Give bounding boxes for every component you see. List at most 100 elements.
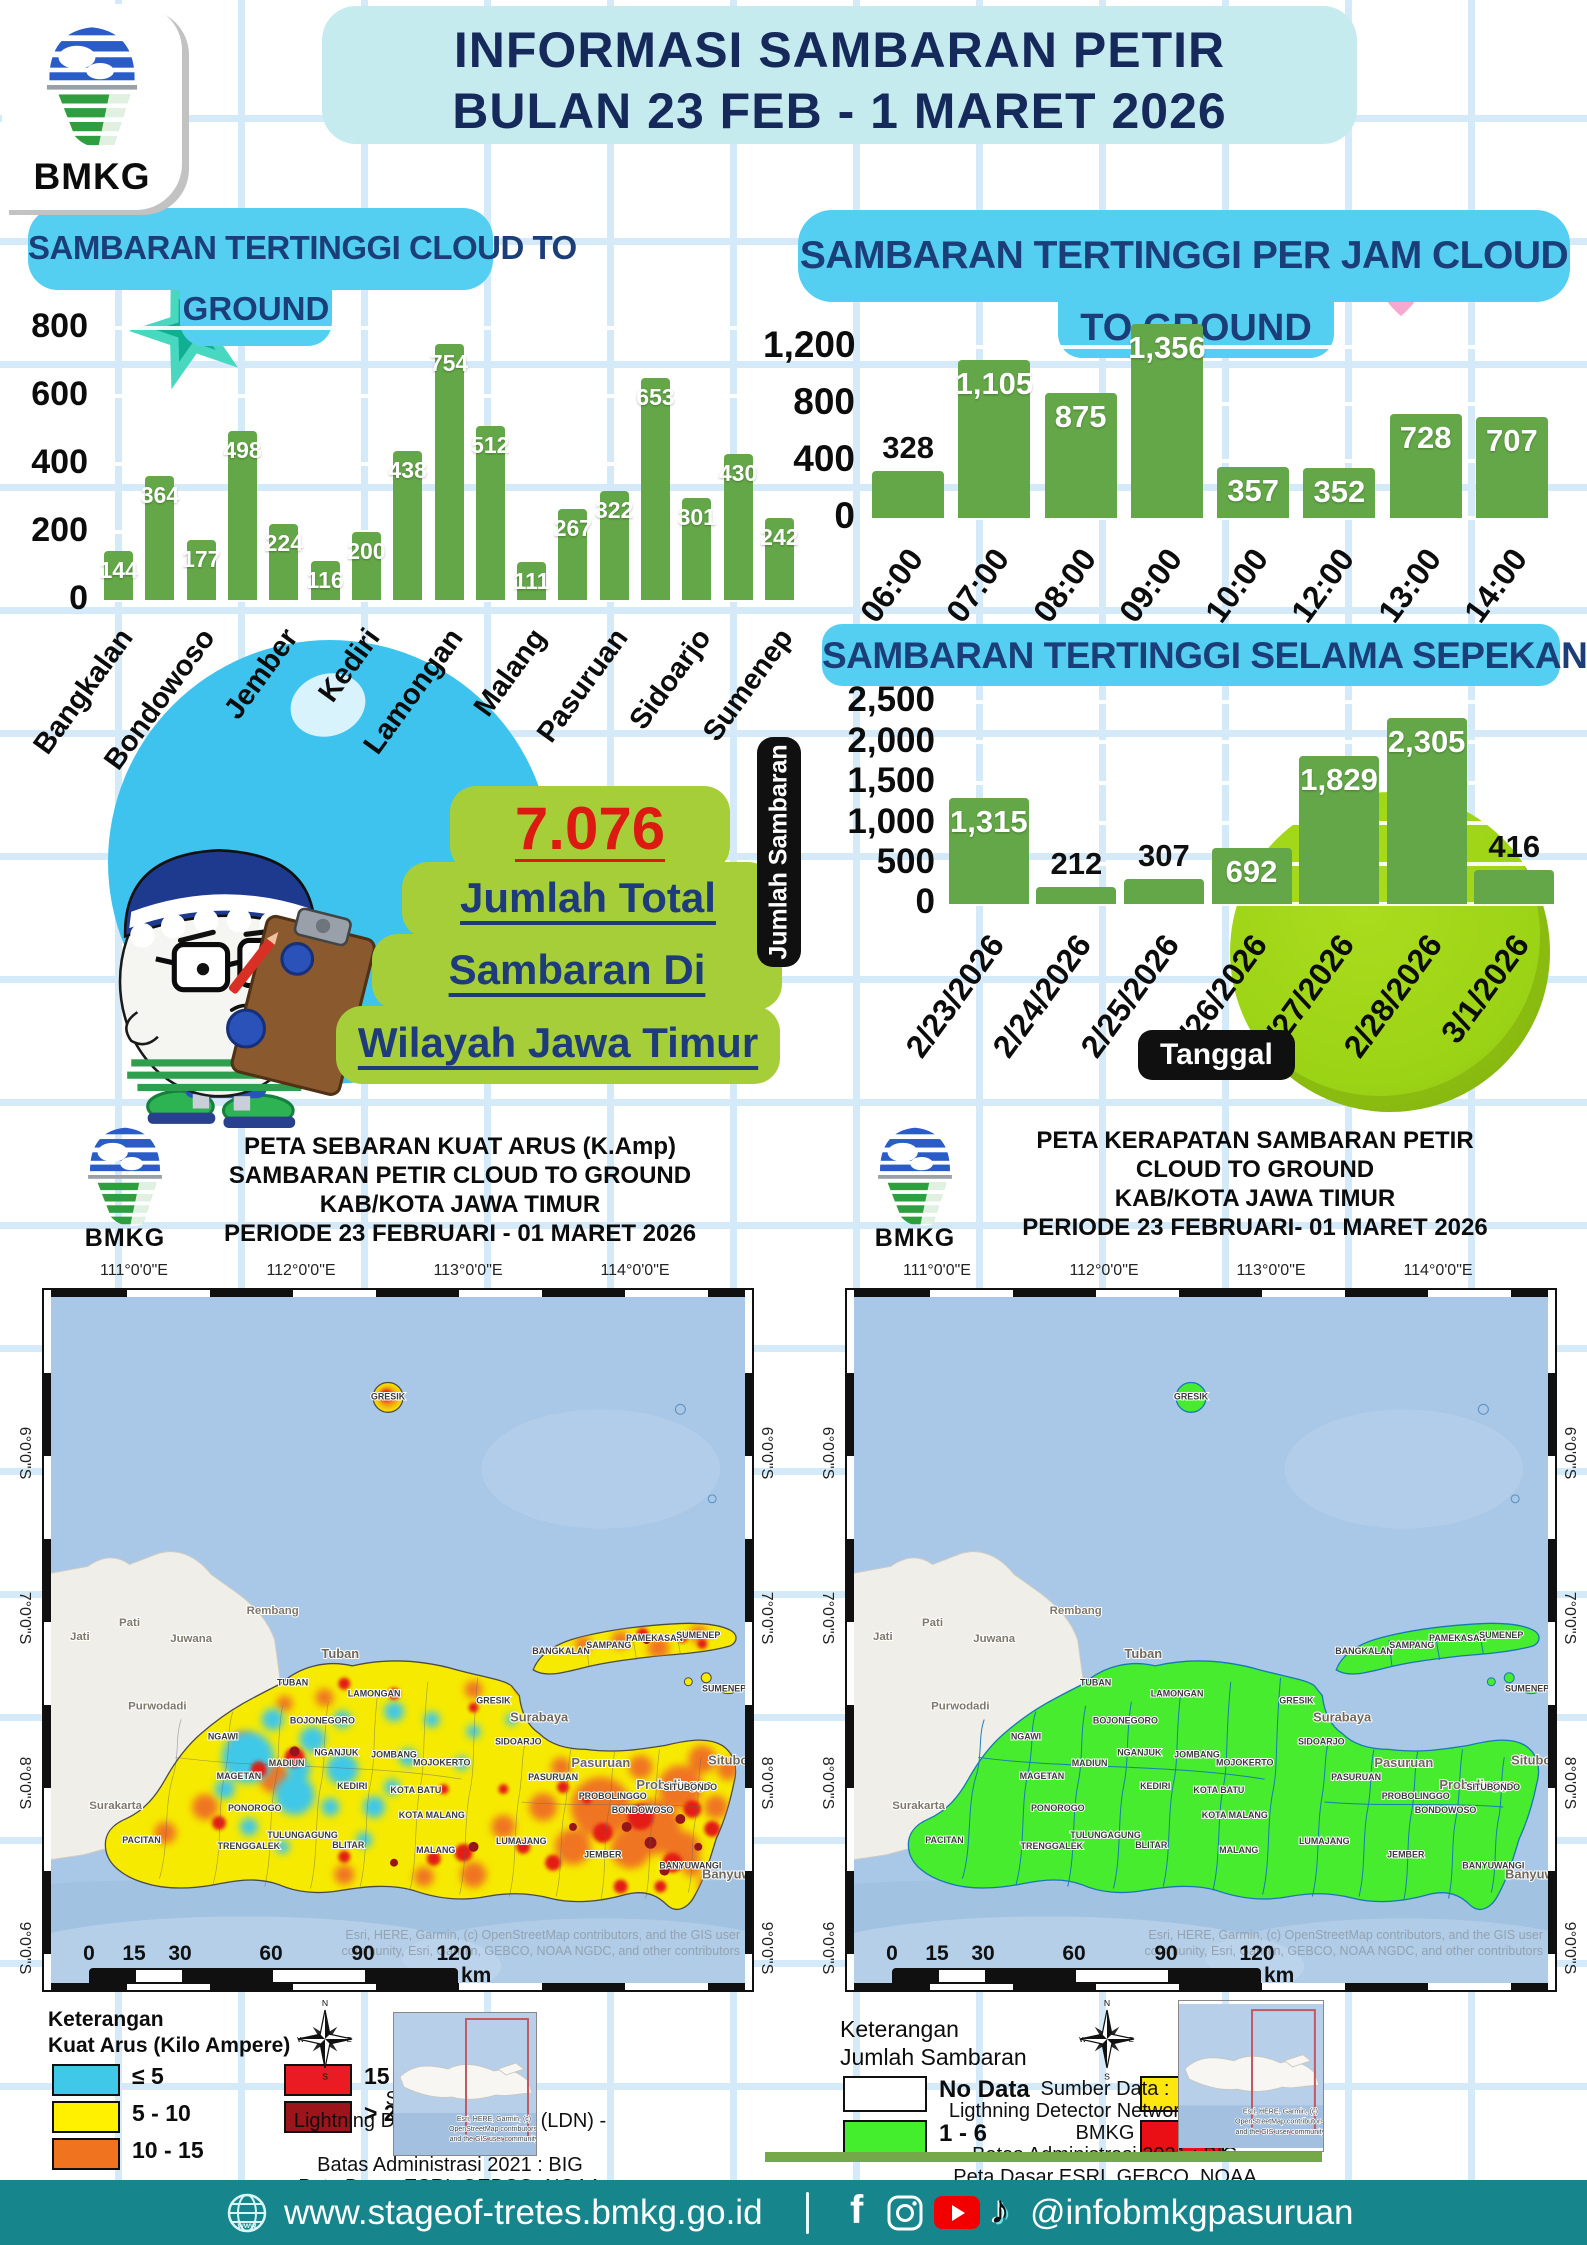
x-category-label: 06:00 — [853, 541, 931, 629]
x-category-label: Jember — [217, 622, 305, 726]
bar — [1217, 467, 1290, 518]
bar-value-label: 352 — [1313, 473, 1366, 509]
svg-text:SUMENEP: SUMENEP — [1505, 1684, 1549, 1694]
svg-text:PACITAN: PACITAN — [122, 1835, 160, 1845]
chart2-title-pill: SAMBARAN TERTINGGI PER JAM CLOUD — [798, 210, 1570, 302]
svg-text:PAMEKASAN: PAMEKASAN — [626, 1633, 683, 1643]
y-tick-label: 200 — [31, 510, 88, 549]
svg-text:Pati: Pati — [119, 1617, 140, 1629]
svg-text:Probolinggo: Probolinggo — [1439, 1777, 1515, 1792]
bar — [186, 539, 216, 600]
chart-highest-per-hour: 1,200 800 400 0 328 1,105 875 1,356 357 352 728 707… — [763, 310, 1580, 680]
bar-value-label: 144 — [99, 557, 138, 584]
svg-text:JEMBER: JEMBER — [584, 1850, 622, 1860]
bar — [1036, 886, 1117, 904]
svg-text:Surabaya: Surabaya — [1313, 1710, 1372, 1725]
map-latitude-label: 8°0'0"S — [758, 1756, 775, 1810]
svg-text:and the GIS user community: and the GIS user community — [450, 2136, 536, 2143]
gridline — [865, 344, 1555, 349]
youtube-icon[interactable] — [934, 2196, 980, 2229]
page-title-box: INFORMASI SAMBARAN PETIR BULAN 23 FEB - … — [322, 6, 1357, 144]
bar-value-label: 416 — [1488, 829, 1541, 865]
bmkg-mascot-illustration — [95, 838, 395, 1130]
map-latitude-label: 7°0'0"S — [758, 1591, 775, 1645]
map-latitude-label: 8°0'0"S — [819, 1756, 836, 1810]
bmkg-brand-name: BMKG — [33, 156, 151, 197]
svg-text:N: N — [322, 1998, 328, 2008]
svg-text:GRESIK: GRESIK — [1174, 1391, 1209, 1401]
map-latitude-label: 7°0'0"S — [1561, 1591, 1578, 1645]
svg-text:LAMONGAN: LAMONGAN — [348, 1689, 401, 1699]
bar — [640, 377, 670, 600]
map-frame-ticks — [44, 1290, 51, 1990]
x-category-label: 12:00 — [1284, 541, 1362, 629]
svg-text:BANGKALAN: BANGKALAN — [1335, 1646, 1393, 1656]
bar — [558, 509, 588, 600]
legend-label: 1 - 6 — [939, 2120, 988, 2148]
scale-bar-line — [892, 1968, 1261, 1984]
svg-text:TRENGGALEK: TRENGGALEK — [218, 1841, 281, 1851]
map-frame-ticks — [847, 1290, 1555, 1297]
globe-icon: www — [226, 2192, 268, 2234]
map-scale-bar: 0 15 30 60 90 120 km — [886, 1942, 1312, 1987]
svg-text:SUMENEP: SUMENEP — [702, 1684, 746, 1694]
bar — [872, 471, 945, 518]
page-title-line1: INFORMASI SAMBARAN PETIR — [453, 22, 1226, 78]
attribution-line: Esri, HERE, Garmin, (c) OpenStreetMap co… — [1148, 1928, 1543, 1942]
svg-text:JOMBANG: JOMBANG — [1174, 1749, 1220, 1759]
svg-text:S: S — [322, 2072, 328, 2082]
bar — [1044, 393, 1117, 518]
svg-text:GRESIK: GRESIK — [371, 1391, 406, 1401]
svg-text:Surabaya: Surabaya — [510, 1710, 569, 1725]
bar — [1299, 756, 1380, 904]
map-longitude-label: 113°0'0"E — [433, 1262, 503, 1279]
left-legend-heading2: Kuat Arus (Kilo Ampere) — [48, 2034, 291, 2057]
x-category-label: 3/1/2026 — [1434, 927, 1537, 1050]
bar-value-label: 177 — [182, 545, 221, 572]
bar-value-label: 200 — [347, 538, 386, 564]
svg-text:Jati: Jati — [873, 1631, 893, 1643]
map-latitude-label: 9°0'0"S — [1561, 1921, 1578, 1975]
left-map-title-4: PERIODE 23 FEBRUARI - 01 MARET 2026 — [223, 1220, 697, 1247]
svg-text:Rembang: Rembang — [247, 1605, 299, 1617]
bar-value-label: 438 — [388, 457, 427, 484]
bmkg-logo-icon-right-map — [872, 1122, 958, 1228]
x-category-label: 08:00 — [1025, 541, 1103, 629]
total-callout-line2: Sambaran Di — [448, 946, 706, 993]
svg-text:MAGETAN: MAGETAN — [217, 1771, 262, 1781]
map-longitude-label: 114°0'0"E — [600, 1262, 670, 1279]
instagram-icon[interactable] — [886, 2194, 924, 2232]
svg-text:Pasuruan: Pasuruan — [1374, 1755, 1433, 1770]
svg-text:MOJOKERTO: MOJOKERTO — [413, 1757, 470, 1767]
scale-number: 90 — [351, 1942, 375, 1965]
svg-text:TUBAN: TUBAN — [277, 1678, 308, 1688]
bar — [269, 523, 299, 600]
attribution-line: community, Esri, Garmin, GEBCO, NOAA NGD… — [341, 1944, 741, 1958]
map-latitude-label: 9°0'0"S — [758, 1921, 775, 1975]
gridline — [945, 700, 1558, 704]
left-map-title-3: KAB/KOTA JAWA TIMUR — [319, 1191, 601, 1218]
y-tick-label: 800 — [31, 306, 88, 345]
bar — [1130, 324, 1203, 518]
left-map: Pati Juwana Rembang Jati Purwodadi Surakarta … — [42, 1288, 754, 1992]
bmkg-logo-text-right-map: BMKG — [874, 1224, 956, 1252]
svg-text:Purwodadi: Purwodadi — [128, 1701, 186, 1713]
scale-number: 30 — [971, 1942, 995, 1965]
scale-number: 15 — [122, 1942, 146, 1965]
svg-text:Surakarta: Surakarta — [892, 1800, 945, 1812]
legend-label: ≤ 5 — [132, 2063, 164, 2090]
bar — [948, 797, 1029, 904]
facebook-icon[interactable]: f — [850, 2188, 864, 2232]
footer-website-link[interactable]: www.stageof-tretes.bmkg.go.id — [284, 2193, 763, 2232]
gridline — [98, 326, 800, 330]
y-tick-label: 800 — [793, 380, 855, 422]
footer-social-handle[interactable]: @infobmkgpasuruan — [1030, 2193, 1354, 2232]
bar-value-label: 1,105 — [955, 366, 1034, 402]
bar-value-label: 692 — [1225, 854, 1278, 890]
svg-text:BLITAR: BLITAR — [332, 1840, 365, 1850]
map-frame-ticks — [745, 1290, 752, 1990]
svg-text:NGAWI: NGAWI — [1011, 1731, 1041, 1741]
gridline — [945, 780, 1558, 785]
bar — [104, 551, 134, 600]
tiktok-icon[interactable]: ♪ — [990, 2188, 1010, 2232]
